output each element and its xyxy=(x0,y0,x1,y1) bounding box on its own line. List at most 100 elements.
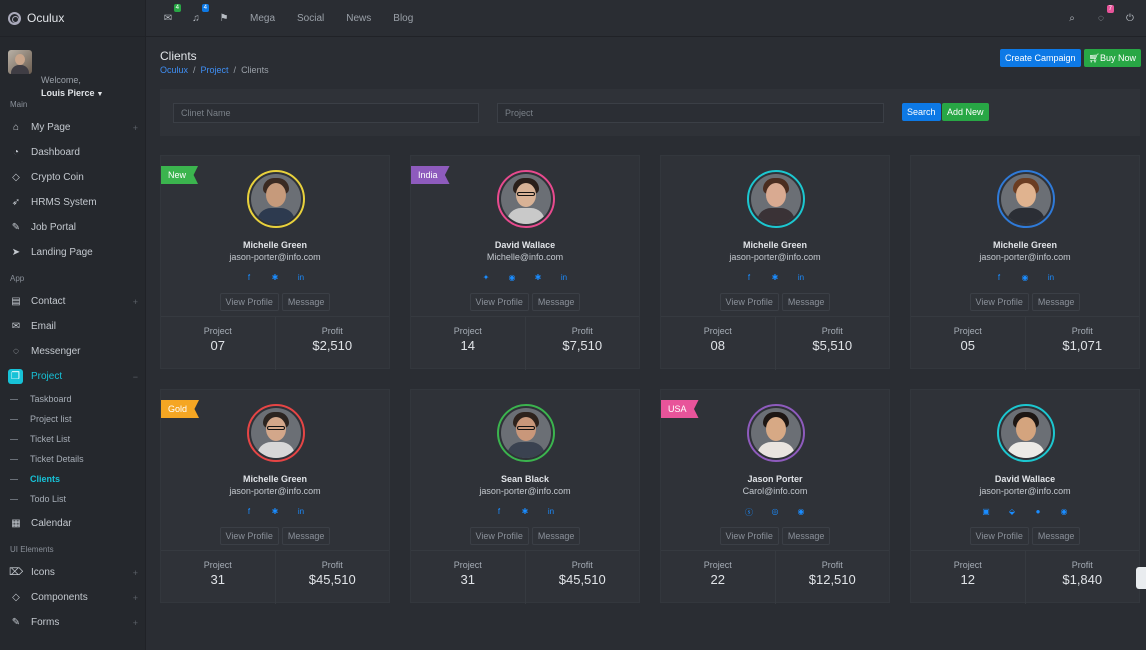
social-icon[interactable]: ✱ xyxy=(271,273,279,282)
social-icon[interactable]: ◎ xyxy=(771,507,779,516)
project-label: Project xyxy=(453,560,482,570)
nav-news[interactable]: News xyxy=(346,12,372,24)
view-profile-button[interactable]: View Profile xyxy=(469,293,529,311)
sidebar-subitem-project-list[interactable]: Project list xyxy=(0,409,146,429)
social-icon[interactable]: ✱ xyxy=(521,507,529,516)
sidebar-subitem-ticket-details[interactable]: Ticket Details xyxy=(0,449,146,469)
client-avatar[interactable] xyxy=(497,404,555,462)
sidebar-item-messenger[interactable]: ◌ Messenger xyxy=(0,339,146,364)
sidebar-subitem-taskboard[interactable]: Taskboard xyxy=(0,389,146,409)
social-icon[interactable]: in xyxy=(1047,273,1055,282)
social-icon[interactable]: ◉ xyxy=(797,507,805,516)
social-icon[interactable]: ◉ xyxy=(1060,507,1068,516)
message-button[interactable]: Message xyxy=(531,527,581,545)
social-icon[interactable]: f xyxy=(747,273,751,282)
view-profile-button[interactable]: View Profile xyxy=(719,527,779,545)
search-icon[interactable]: ⌕ xyxy=(1069,13,1075,24)
sidebar-item-icons[interactable]: ⌦ Icons + xyxy=(0,560,146,585)
social-icon[interactable]: ▣ xyxy=(982,507,990,516)
nav-blog[interactable]: Blog xyxy=(393,12,414,24)
social-icon[interactable]: in xyxy=(560,273,568,282)
client-avatar[interactable] xyxy=(997,404,1055,462)
sidebar: Oculux Welcome, Louis Pierce ▼ Main ⌂ My P… xyxy=(0,0,146,650)
breadcrumb-oculux[interactable]: Oculux xyxy=(160,65,189,75)
view-profile-button[interactable]: View Profile xyxy=(219,293,279,311)
client-avatar[interactable] xyxy=(747,404,805,462)
message-button[interactable]: Message xyxy=(531,293,581,311)
sidebar-item-my-page[interactable]: ⌂ My Page + xyxy=(0,115,146,140)
sidebar-item-contact[interactable]: ▤ Contact + xyxy=(0,289,146,314)
photo-glasses xyxy=(517,426,535,430)
social-icon[interactable]: f xyxy=(247,507,251,516)
project-input[interactable] xyxy=(497,103,884,123)
card-actions: View Profile Message xyxy=(161,527,389,545)
message-button[interactable]: Message xyxy=(281,293,331,311)
view-profile-button[interactable]: View Profile xyxy=(969,527,1029,545)
view-profile-button[interactable]: View Profile xyxy=(469,527,529,545)
social-icon[interactable]: ⓢ xyxy=(745,508,753,517)
social-icon[interactable]: ● xyxy=(1035,507,1041,516)
message-button[interactable]: Message xyxy=(781,293,831,311)
social-icon[interactable]: ✱ xyxy=(534,273,542,282)
power-icon[interactable]: ⏻ xyxy=(1126,13,1134,24)
message-button[interactable]: Message xyxy=(781,527,831,545)
sidebar-item-job-portal[interactable]: ✎ Job Portal xyxy=(0,215,146,240)
client-email: jason-porter@info.com xyxy=(479,486,571,496)
sidebar-item-landing-page[interactable]: ➤ Landing Page xyxy=(0,240,146,265)
mail-icon[interactable]: ✉ 4 xyxy=(163,4,181,24)
flag-icon[interactable]: ⚑ xyxy=(219,12,229,24)
sidebar-item-dashboard[interactable]: ◔ Dashboard xyxy=(0,140,146,165)
scroll-to-top-tab[interactable] xyxy=(1136,567,1146,589)
sidebar-item-calendar[interactable]: ▦ Calendar xyxy=(0,511,146,536)
social-icon[interactable]: ⬙ xyxy=(1008,507,1016,516)
sidebar-subitem-clients[interactable]: Clients xyxy=(0,469,146,489)
client-email: jason-porter@info.com xyxy=(979,486,1071,496)
view-profile-button[interactable]: View Profile xyxy=(219,527,279,545)
view-profile-button[interactable]: View Profile xyxy=(969,293,1029,311)
avatar[interactable] xyxy=(8,50,32,74)
social-icon[interactable]: ✦ xyxy=(482,273,490,282)
client-avatar[interactable] xyxy=(497,170,555,228)
social-icon[interactable]: f xyxy=(497,507,501,516)
sidebar-subitem-ticket-list[interactable]: Ticket List xyxy=(0,429,146,449)
chat-icon[interactable]: ◌ 7 xyxy=(1098,4,1114,24)
social-icon[interactable]: in xyxy=(297,273,305,282)
client-avatar[interactable] xyxy=(997,170,1055,228)
sidebar-item-email[interactable]: ✉ Email xyxy=(0,314,146,339)
social-icon[interactable]: ◉ xyxy=(1021,273,1029,282)
view-profile-button[interactable]: View Profile xyxy=(719,293,779,311)
sidebar-item-components[interactable]: ◇ Components + xyxy=(0,585,146,610)
bell-icon[interactable]: ♫ 4 xyxy=(192,4,209,24)
brand[interactable]: Oculux xyxy=(0,0,145,37)
user-name-dropdown[interactable]: Louis Pierce ▼ xyxy=(41,88,103,98)
social-icon[interactable]: in xyxy=(547,507,555,516)
buy-now-button[interactable]: 🛒︎Buy Now xyxy=(1083,49,1141,67)
social-icon[interactable]: in xyxy=(297,507,305,516)
social-icon[interactable]: ✱ xyxy=(271,507,279,516)
create-campaign-button[interactable]: Create Campaign xyxy=(1000,49,1081,67)
client-avatar[interactable] xyxy=(247,170,305,228)
sidebar-item-project[interactable]: ❐ Project − xyxy=(0,364,146,389)
add-new-button[interactable]: Add New xyxy=(942,103,989,121)
client-avatar[interactable] xyxy=(247,404,305,462)
social-icon[interactable]: in xyxy=(797,273,805,282)
nav-social[interactable]: Social xyxy=(297,12,325,24)
sidebar-item-hrms[interactable]: ➶ HRMS System xyxy=(0,190,146,215)
sidebar-item-crypto-coin[interactable]: ◇ Crypto Coin xyxy=(0,165,146,190)
breadcrumb-project[interactable]: Project xyxy=(200,65,229,75)
social-icon[interactable]: ✱ xyxy=(771,273,779,282)
social-icon[interactable]: ◉ xyxy=(508,273,516,282)
message-button[interactable]: Message xyxy=(1031,527,1081,545)
message-button[interactable]: Message xyxy=(1031,293,1081,311)
client-name-input[interactable] xyxy=(173,103,479,123)
sidebar-subitem-todo-list[interactable]: Todo List xyxy=(0,489,146,509)
nav-mega[interactable]: Mega xyxy=(250,12,276,24)
search-button[interactable]: Search xyxy=(902,103,941,121)
sidebar-subitem-label: Todo List xyxy=(30,494,67,504)
social-links: ▣ ⬙ ● ◉ xyxy=(911,507,1139,516)
social-icon[interactable]: f xyxy=(247,273,251,282)
sidebar-item-forms[interactable]: ✎ Forms + xyxy=(0,610,146,635)
client-avatar[interactable] xyxy=(747,170,805,228)
message-button[interactable]: Message xyxy=(281,527,331,545)
social-icon[interactable]: f xyxy=(997,273,1001,282)
